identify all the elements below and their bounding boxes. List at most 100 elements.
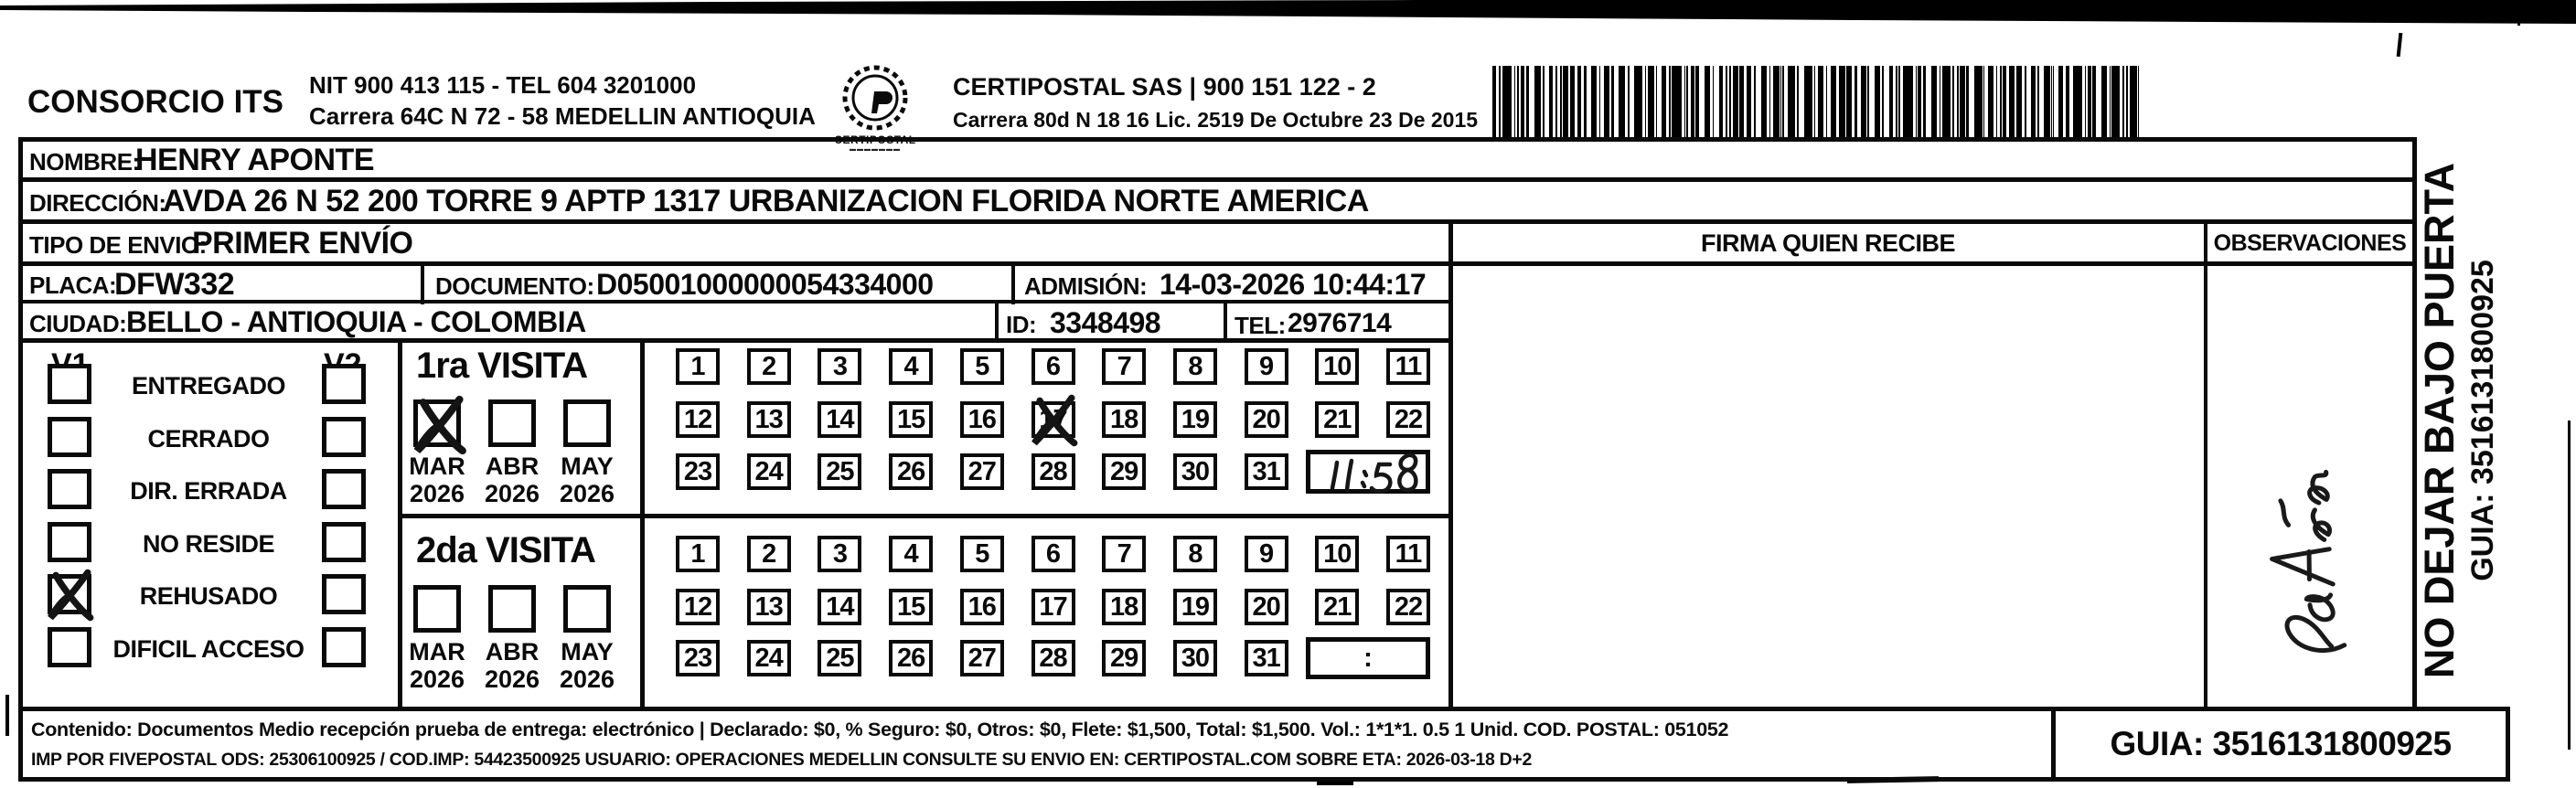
month-label: ABR [485, 453, 540, 480]
day-cell[interactable]: 8 [1172, 348, 1217, 385]
day-cell[interactable]: 5 [959, 348, 1004, 385]
day-cell[interactable]: 20 [1244, 401, 1288, 438]
day-cell[interactable]: 16 [959, 401, 1004, 438]
v2-checkbox-dificil-acceso[interactable] [322, 627, 366, 667]
month-checkbox-may[interactable] [563, 585, 611, 633]
day-cell[interactable]: 24 [746, 640, 791, 676]
v2-checkbox-rehusado[interactable] [322, 574, 366, 615]
v1-checkbox-entregado[interactable] [48, 364, 91, 404]
day-cell[interactable]: 5 [959, 536, 1004, 572]
day-cell[interactable]: 2 [746, 536, 791, 572]
first-visit-title: 1ra VISITA [416, 346, 588, 386]
v1-checkbox-dificil-acceso[interactable] [48, 627, 91, 667]
day-cell[interactable]: 12 [676, 401, 720, 438]
day-cell[interactable]: 10 [1315, 348, 1360, 385]
day-cell[interactable]: 29 [1102, 640, 1147, 676]
day-cell[interactable]: 6 [1031, 348, 1075, 385]
day-cell[interactable]: 18 [1102, 589, 1147, 625]
day-cell[interactable]: 13 [746, 589, 791, 625]
day-cell[interactable]: 18 [1102, 401, 1147, 438]
day-cell[interactable]: 25 [818, 640, 862, 676]
day-cell[interactable]: 21 [1315, 401, 1360, 438]
day-cell[interactable]: 11 [1386, 348, 1430, 385]
day-cell[interactable]: 21 [1315, 589, 1360, 625]
v1-checkbox-rehusado[interactable] [48, 574, 91, 615]
footer-line2: IMP POR FIVEPOSTAL ODS: 25306100925 / CO… [31, 750, 1533, 770]
day-cell[interactable]: 9 [1244, 536, 1288, 572]
day-cell[interactable]: 20 [1244, 589, 1288, 625]
v2-checkbox-no-reside[interactable] [322, 521, 366, 562]
v2-checkbox-cerrado[interactable] [322, 416, 366, 457]
day-cell[interactable]: 22 [1386, 589, 1430, 625]
day-cell[interactable]: 4 [889, 348, 934, 385]
day-cell[interactable]: 13 [746, 401, 791, 438]
day-cell[interactable]: 26 [889, 453, 934, 490]
stamp-subtext: ▬▬▬▬▬▬▬ [850, 146, 901, 153]
day-cell[interactable]: 14 [818, 401, 862, 438]
month-label: ABR [485, 638, 540, 666]
status-option-label: REHUSADO [139, 582, 278, 611]
company-address: Carrera 64C N 72 - 58 MEDELLIN ANTIOQUIA [309, 102, 816, 130]
nombre-label: NOMBRE: [29, 148, 140, 176]
day-cell[interactable]: 19 [1172, 589, 1217, 625]
day-cell[interactable]: 15 [889, 401, 934, 438]
month-checkbox-abr[interactable] [488, 399, 536, 447]
documento-label: DOCUMENTO: [435, 272, 594, 300]
day-cell[interactable]: 23 [676, 640, 720, 676]
side-note-guia: GUIA: 3516131800925 [2465, 260, 2500, 581]
day-cell[interactable]: 27 [959, 640, 1004, 676]
day-cell[interactable]: 25 [818, 453, 862, 490]
day-cell[interactable]: 22 [1386, 401, 1430, 438]
day-cell[interactable]: 28 [1031, 453, 1075, 490]
day-cell[interactable]: 30 [1172, 453, 1217, 490]
day-cell[interactable]: 28 [1031, 640, 1075, 676]
v1-checkbox-dir-errada[interactable] [48, 469, 91, 510]
day-cell[interactable]: 27 [959, 453, 1004, 490]
day-cell[interactable]: 12 [676, 589, 720, 625]
v1-checkbox-cerrado[interactable] [48, 416, 91, 457]
day-cell[interactable]: 8 [1172, 536, 1217, 572]
day-cell[interactable]: 7 [1102, 348, 1147, 385]
v2-checkbox-entregado[interactable] [322, 364, 366, 404]
day-cell[interactable]: 26 [889, 640, 934, 676]
company-name: CONSORCIO ITS [27, 84, 284, 120]
month-year-label: 2026 [484, 480, 540, 507]
day-cell[interactable]: 31 [1244, 640, 1288, 676]
day-cell[interactable]: 24 [746, 453, 791, 490]
day-cell[interactable]: 3 [818, 536, 862, 572]
day-cell[interactable]: 19 [1172, 401, 1217, 438]
v2-checkbox-dir-errada[interactable] [322, 469, 366, 510]
month-checkbox-may[interactable] [563, 399, 611, 447]
day-cell[interactable]: 1 [676, 348, 720, 385]
month-checkbox-mar[interactable] [413, 585, 461, 633]
day-cell[interactable]: 16 [959, 589, 1004, 625]
v1-checkbox-no-reside[interactable] [48, 521, 91, 562]
day-cell[interactable]: 11 [1386, 536, 1430, 572]
month-year-label: 2026 [559, 666, 615, 693]
day-cell[interactable]: 14 [818, 589, 862, 625]
day-cell[interactable]: 23 [676, 453, 720, 490]
day-cell[interactable]: 1 [676, 536, 720, 572]
day-cell[interactable]: 7 [1102, 536, 1147, 572]
second-visit-time-box[interactable]: : [1306, 637, 1430, 679]
day-cell[interactable]: 10 [1315, 536, 1360, 572]
first-visit-time-box[interactable] [1306, 450, 1430, 494]
day-cell[interactable]: 3 [818, 348, 862, 385]
month-checkbox-abr[interactable] [488, 585, 536, 633]
side-note-warning: NO DEJAR BAJO PUERTA [2416, 162, 2463, 679]
day-cell[interactable]: 4 [889, 536, 934, 572]
day-cell[interactable]: 6 [1031, 536, 1075, 572]
day-cell[interactable]: 9 [1244, 348, 1288, 385]
day-cell[interactable]: 30 [1172, 640, 1217, 676]
day-cell[interactable]: 17 [1031, 589, 1075, 625]
month-checkbox-mar[interactable] [413, 399, 461, 447]
scan-top-band [0, 0, 2576, 24]
day-cell[interactable]: 17 [1031, 401, 1075, 438]
day-cell[interactable]: 15 [889, 589, 934, 625]
day-cell[interactable]: 2 [746, 348, 791, 385]
id-label: ID: [1006, 311, 1037, 338]
day-cell[interactable]: 31 [1244, 453, 1288, 490]
firma-header: FIRMA QUIEN RECIBE [1700, 229, 1956, 257]
footer-guia-box: GUIA: 3516131800925 [2051, 707, 2510, 782]
day-cell[interactable]: 29 [1102, 453, 1147, 490]
